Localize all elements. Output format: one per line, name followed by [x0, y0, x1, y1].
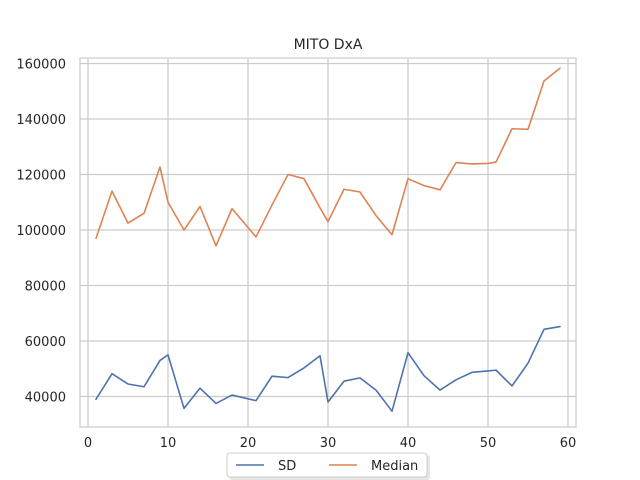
y-tick-label: 140000 — [16, 113, 66, 128]
y-tick-label: 120000 — [16, 169, 66, 184]
plot-frame — [79, 57, 577, 428]
y-tick-label: 60000 — [25, 335, 66, 350]
y-tick-label: 40000 — [25, 390, 66, 405]
legend-box — [226, 452, 428, 478]
y-tick-label: 80000 — [25, 280, 66, 295]
x-tick-label: 10 — [160, 436, 177, 451]
series-group — [95, 67, 561, 412]
series-line-sd — [95, 325, 561, 412]
x-tick-label: 20 — [240, 436, 257, 451]
x-tick-label: 40 — [400, 436, 417, 451]
x-tick-label: 0 — [84, 436, 92, 451]
x-tick-label: 50 — [480, 436, 497, 451]
x-tick-label: 60 — [560, 436, 577, 451]
y-tick-label: 160000 — [16, 58, 66, 73]
x-tick-labels: 0 10 20 30 40 50 60 — [84, 436, 576, 451]
grid — [80, 58, 576, 427]
legend-label-sd: SD — [278, 459, 296, 474]
x-tick-label: 30 — [320, 436, 337, 451]
chart-title: MITO DxA — [294, 37, 363, 53]
series-line-median — [95, 67, 561, 247]
legend: SD Median — [226, 452, 430, 480]
y-tick-labels: 40000 60000 80000 100000 120000 140000 160000 — [16, 58, 66, 406]
legend-label-median: Median — [371, 459, 418, 474]
y-tick-label: 100000 — [16, 224, 66, 239]
